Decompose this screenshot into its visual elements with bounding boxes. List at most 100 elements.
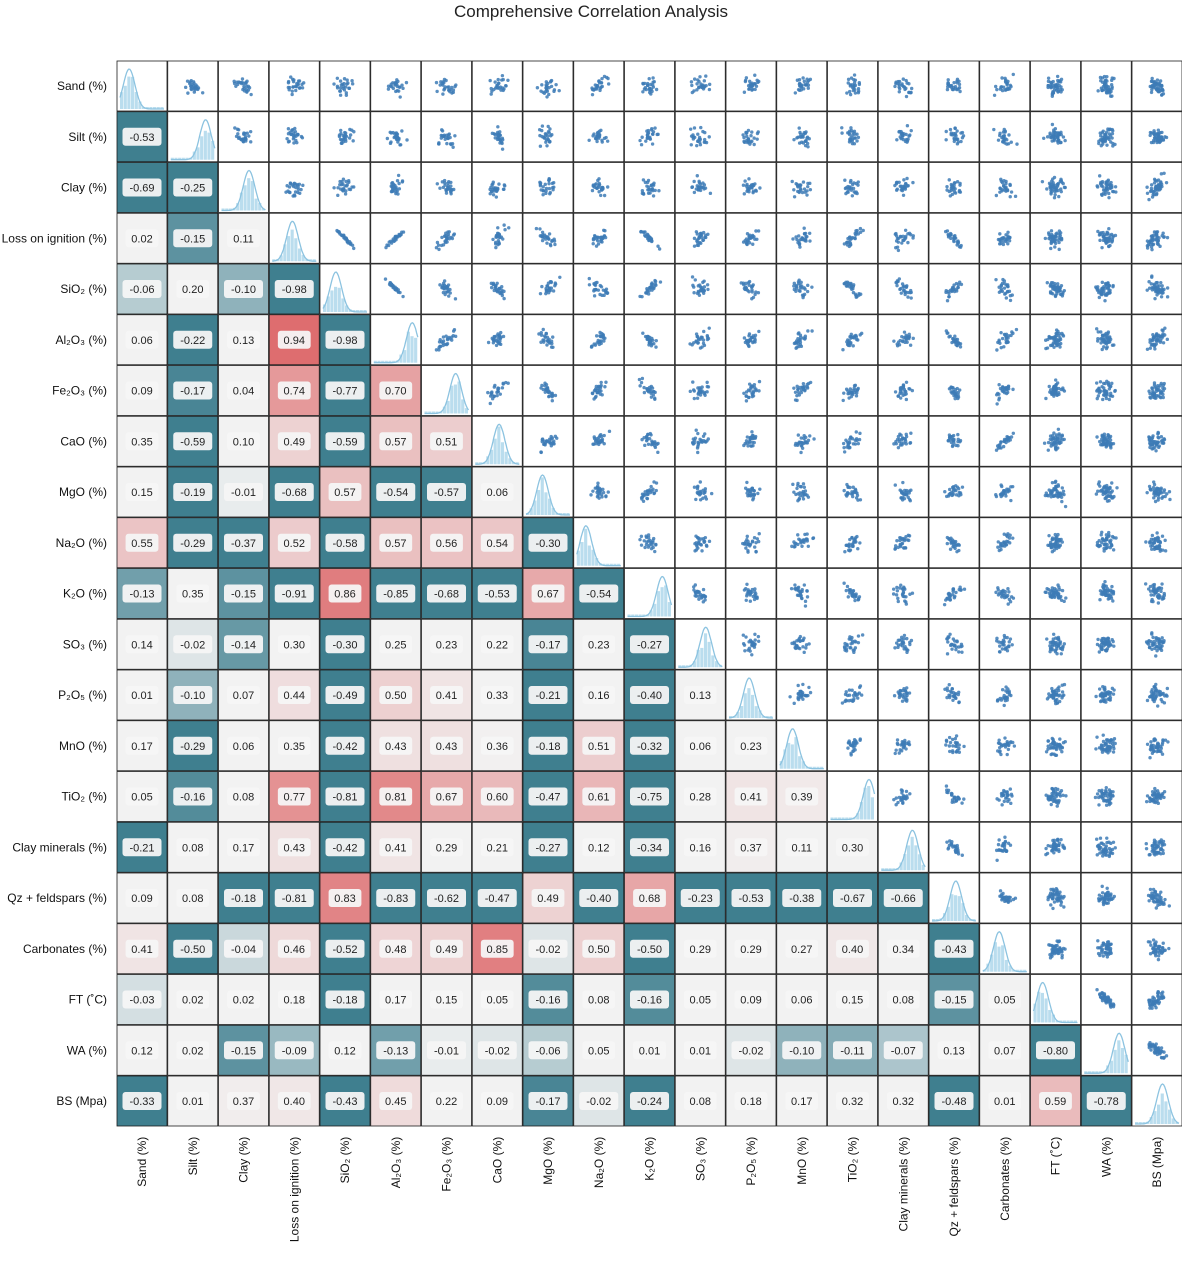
scatter-point [1061, 135, 1066, 139]
scatter-point [596, 235, 600, 240]
scatter-point [1101, 338, 1106, 342]
scatter-point [697, 85, 701, 90]
scatter-point [242, 81, 246, 86]
scatter-point [607, 429, 612, 434]
scatter-point [742, 139, 746, 144]
scatter-point [1059, 187, 1063, 191]
scatter-point [1045, 281, 1049, 285]
scatter-point [753, 73, 757, 77]
scatter-point [854, 229, 858, 233]
scatter-point [1162, 386, 1167, 391]
scatter-point [1101, 397, 1105, 402]
corr-value: 0.74 [284, 386, 305, 398]
scatter-point [1000, 76, 1004, 80]
corr-value: 0.70 [385, 386, 406, 398]
scatter-point [953, 236, 958, 240]
scatter-point [841, 398, 845, 403]
scatter-point [546, 124, 550, 129]
scatter-point [291, 85, 295, 89]
corr-value: 0.49 [284, 436, 305, 448]
scatter-point [1094, 381, 1099, 385]
scatter-point [1163, 494, 1167, 499]
scatter-point [996, 138, 1001, 142]
scatter-point [601, 186, 605, 190]
scatter-point [1059, 85, 1063, 89]
scatter-point [597, 136, 601, 140]
scatter-point [998, 186, 1002, 191]
hist-bar [178, 157, 182, 160]
scatter-point [395, 189, 399, 193]
scatter-point [705, 335, 710, 339]
scatter-point [751, 496, 756, 500]
scatter-point [750, 290, 754, 294]
scatter-point [245, 79, 249, 83]
scatter-point [998, 190, 1002, 194]
scatter-point [638, 384, 642, 388]
scatter-point [805, 382, 809, 387]
scatter-point [1014, 327, 1019, 332]
scatter-point [1050, 189, 1054, 194]
scatter-point [648, 387, 652, 392]
scatter-point [1099, 389, 1103, 393]
scatter-point [899, 489, 904, 493]
scatter-point [954, 488, 958, 493]
hist-bar [587, 545, 591, 566]
scatter-point [338, 86, 343, 90]
scatter-point [951, 443, 955, 448]
scatter-point [645, 129, 649, 133]
scatter-point [1159, 295, 1164, 299]
scatter-point [643, 86, 648, 90]
scatter-point [997, 339, 1001, 344]
scatter-point [1148, 189, 1153, 194]
scatter-point [547, 92, 551, 97]
scatter-point [899, 129, 903, 134]
scatter-point [906, 295, 910, 299]
scatter-point [707, 135, 711, 139]
scatter-point [598, 330, 602, 335]
scatter-point [1155, 78, 1160, 82]
scatter-point [540, 235, 545, 239]
scatter-point [383, 277, 388, 281]
hist-bar [497, 426, 501, 465]
scatter-point [397, 233, 402, 238]
scatter-point [1162, 171, 1166, 175]
scatter-point [1058, 491, 1063, 495]
scatter-point [855, 139, 859, 143]
scatter-point [695, 238, 699, 242]
scatter-point [1156, 432, 1160, 436]
hist-bar [181, 157, 185, 160]
scatter-point [805, 532, 809, 536]
scatter-point [707, 87, 712, 92]
scatter-point [799, 83, 804, 87]
scatter-point [855, 534, 859, 539]
hist-bar [414, 337, 418, 363]
scatter-point [547, 340, 552, 345]
scatter-point [1009, 435, 1014, 439]
scatter-point [1149, 488, 1153, 492]
scatter-point [900, 282, 905, 286]
scatter-point [453, 134, 457, 138]
scatter-point [895, 283, 899, 288]
scatter-point [801, 381, 806, 386]
scatter-point [805, 193, 809, 197]
scatter-point [893, 84, 897, 89]
scatter-point [852, 142, 857, 146]
scatter-point [653, 445, 658, 450]
scatter-point [747, 279, 752, 284]
scatter-point [845, 240, 849, 244]
corr-value: 0.35 [131, 436, 152, 448]
scatter-point [904, 285, 909, 289]
scatter-point [540, 284, 544, 289]
scatter-point [950, 340, 954, 345]
scatter-point [343, 131, 348, 135]
scatter-point [693, 135, 697, 140]
scatter-point [904, 488, 909, 493]
scatter-point [1099, 292, 1103, 296]
scatter-point [1044, 346, 1048, 351]
scatter-point [1107, 397, 1112, 402]
scatter-point [790, 179, 794, 184]
scatter-point [845, 284, 849, 288]
scatter-point [1115, 486, 1119, 490]
scatter-point [637, 377, 642, 382]
scatter-point [955, 386, 959, 391]
